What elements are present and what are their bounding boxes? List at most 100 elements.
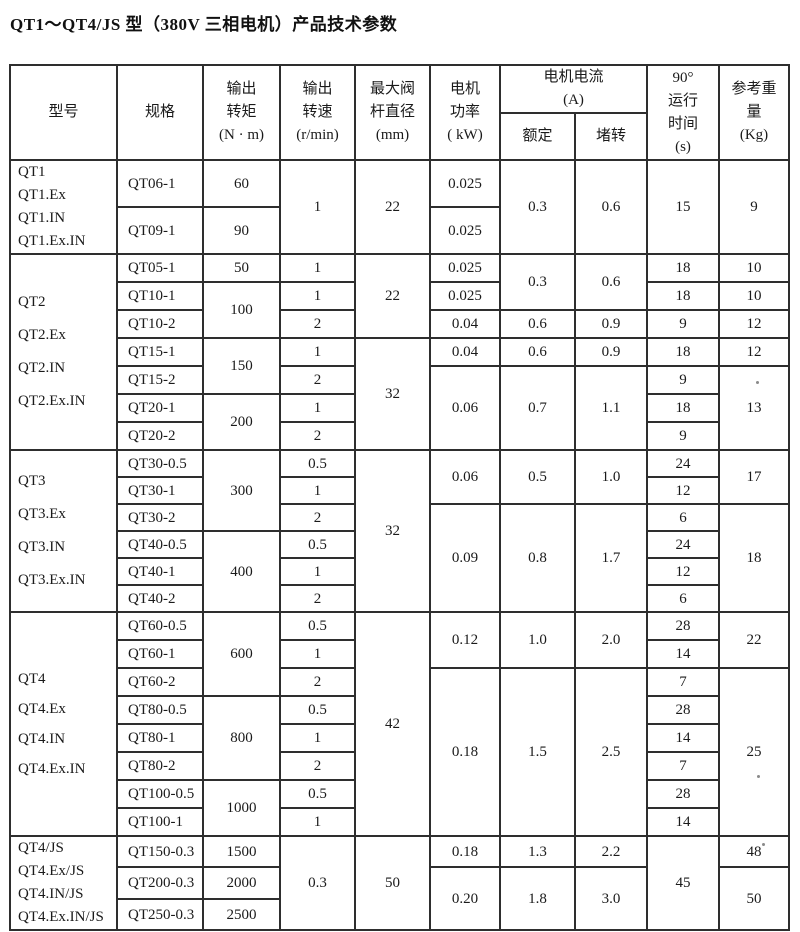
table-row: QT100-0.5 1000 0.5 28 — [10, 779, 789, 837]
value-cell: 200 — [202, 393, 281, 451]
value-cell: 0.6 — [499, 309, 576, 339]
value-cell: 1000 — [202, 779, 281, 837]
spec-cell: QT60-1 — [116, 639, 204, 669]
table-row: QT40-1 1 12 — [10, 557, 789, 586]
header-cell: 90° 运行 时间 (s) — [646, 64, 721, 161]
value-cell: 2 — [279, 751, 356, 781]
value-cell: 1 — [279, 807, 356, 837]
value-cell: 50 — [202, 253, 281, 283]
value-cell: 10 — [718, 253, 791, 283]
value-cell: 24 — [646, 449, 721, 478]
value-cell: 48 — [718, 835, 791, 868]
value-cell: 2 — [279, 503, 356, 532]
spec-cell: QT30-2 — [116, 503, 204, 532]
page-title: QT1～QT4/JS 型（380V 三相电机）产品技术参数 — [10, 15, 398, 34]
value-cell: 0.06 — [429, 365, 501, 451]
header-cell: 电机电流 (A) — [498, 64, 649, 114]
value-cell: 0.5 — [279, 779, 356, 809]
value-cell: 28 — [646, 695, 721, 725]
value-cell: 300 — [202, 449, 281, 532]
header-cell: 输出 转速 (r/min) — [279, 64, 356, 161]
value-cell: 0.20 — [429, 866, 501, 931]
table-row: QT80-2 2 7 — [10, 751, 789, 781]
spec-cell: QT15-1 — [116, 337, 204, 367]
value-cell: 0.5 — [279, 449, 356, 478]
value-cell: 90 — [202, 206, 281, 255]
value-cell: 22 — [354, 253, 431, 339]
value-cell: 10 — [718, 281, 791, 311]
value-cell: 7 — [646, 751, 721, 781]
value-cell: 1500 — [202, 835, 281, 868]
spec-cell: QT40-2 — [116, 584, 204, 613]
scan-speck — [757, 775, 760, 778]
value-cell: 1 — [279, 159, 356, 255]
header-cell: 参考重 量 (Kg) — [718, 64, 791, 161]
spec-cell: QT40-1 — [116, 557, 204, 586]
value-cell: 0.7 — [499, 365, 576, 451]
value-cell: 42 — [354, 611, 431, 837]
value-cell: 60 — [202, 159, 281, 208]
value-cell: 800 — [202, 695, 281, 781]
spec-cell: QT10-2 — [116, 309, 204, 339]
value-cell: 0.04 — [429, 309, 501, 339]
spec-cell: QT200-0.3 — [116, 866, 204, 900]
value-cell: 1.5 — [499, 667, 576, 837]
spec-cell: QT20-2 — [116, 421, 204, 451]
value-cell: 1 — [279, 723, 356, 753]
spec-table: 型号 规格 输出 转矩 (N · m) 输出 转速 (r/min) 最大阀 杆直径 (m… — [9, 64, 791, 931]
value-cell: 0.6 — [573, 159, 649, 255]
table-row: QT60-2 2 0.18 1.5 2.5 7 25 — [10, 667, 791, 837]
spec-cell: QT20-1 — [116, 393, 204, 423]
section-qt2: QT2 QT2.Ex QT2.IN QT2.Ex.IN QT05-1 50 1 22 0.… — [9, 253, 791, 451]
model-cell: QT4 QT4.Ex QT4.IN QT4.Ex.IN — [9, 611, 118, 837]
header-row: 额定 堵转 — [10, 112, 789, 161]
table-row: QT80-1 1 14 — [10, 723, 789, 753]
value-cell: 14 — [646, 807, 721, 837]
table-row: QT15-2 2 0.06 0.7 1.1 9 13 — [10, 365, 791, 451]
value-cell: 0.5 — [279, 611, 356, 641]
value-cell: 0.6 — [499, 337, 576, 367]
value-cell: 28 — [646, 611, 721, 641]
spec-cell: QT100-0.5 — [116, 779, 204, 809]
value-cell: 50 — [354, 835, 431, 931]
value-cell: 3.0 — [573, 866, 649, 931]
value-cell: 22 — [718, 611, 791, 669]
value-cell: 9 — [646, 421, 721, 451]
value-cell: 1.8 — [499, 866, 576, 931]
scan-speck — [756, 381, 759, 384]
value-cell: 28 — [646, 779, 721, 809]
value-cell: 17 — [718, 449, 791, 505]
table-row: QT40-0.5 400 0.5 24 — [10, 530, 789, 613]
value-cell: 2000 — [202, 866, 281, 900]
value-cell: 1.3 — [499, 835, 576, 868]
value-cell: 9 — [646, 309, 721, 339]
value-cell: 2 — [279, 667, 356, 697]
table-row: QT4 QT4.Ex QT4.IN QT4.Ex.IN QT60-0.5 600 0.… — [9, 611, 791, 837]
value-cell: 6 — [646, 584, 721, 613]
spec-cell: QT100-1 — [116, 807, 204, 837]
value-cell: 18 — [718, 503, 791, 613]
spec-cell: QT60-2 — [116, 667, 204, 697]
value-cell: 0.12 — [429, 611, 501, 669]
value-cell: 1 — [279, 639, 356, 669]
header-cell: 堵转 — [573, 112, 649, 161]
spec-cell: QT80-2 — [116, 751, 204, 781]
section-qt1: QT1 QT1.Ex QT1.IN QT1.Ex.IN QT06-1 60 1 22 0.… — [9, 159, 791, 255]
scan-speck — [762, 843, 765, 846]
value-cell: 0.18 — [429, 835, 501, 868]
spec-cell: QT30-0.5 — [116, 449, 204, 478]
value-cell: 7 — [646, 667, 721, 697]
value-cell: 0.04 — [429, 337, 501, 367]
value-cell: 0.9 — [573, 309, 649, 339]
spec-cell: QT250-0.3 — [116, 898, 204, 931]
spec-cell: QT15-2 — [116, 365, 204, 395]
value-cell: 13 — [718, 365, 791, 451]
value-cell: 1 — [279, 476, 356, 505]
table-row: QT15-1 150 1 32 0.04 0.6 0.9 18 12 — [10, 337, 791, 451]
value-cell: 2 — [279, 309, 356, 339]
spec-cell: QT10-1 — [116, 281, 204, 311]
model-cell: QT1 QT1.Ex QT1.IN QT1.Ex.IN — [9, 159, 118, 255]
spec-cell: QT80-0.5 — [116, 695, 204, 725]
table-row: QT2 QT2.Ex QT2.IN QT2.Ex.IN QT05-1 50 1 22 0.… — [9, 253, 791, 451]
value-cell: 18 — [646, 393, 721, 423]
